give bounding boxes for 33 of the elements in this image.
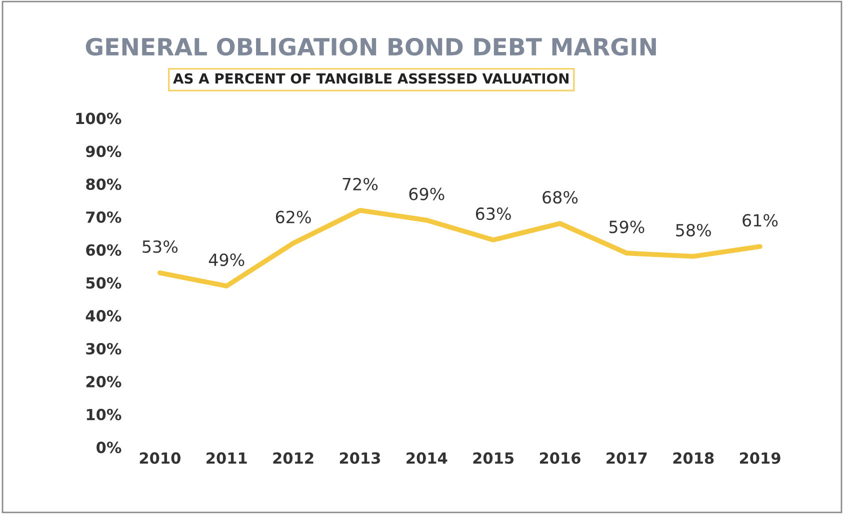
text: 49% [208, 253, 244, 266]
x-tick-label: 2015 [473, 452, 514, 464]
text: 68% [542, 190, 578, 204]
y-tick-label: 90% [86, 146, 122, 158]
text: 72% [342, 178, 378, 190]
chart-subtitle: AS A PERCENT OF TANGIBLE ASSESSED VALUATION [173, 73, 568, 84]
x-tick-label: 2017 [606, 452, 647, 464]
text: 61% [742, 214, 778, 227]
text: 63% [476, 207, 511, 220]
y-tick-label: 100% [76, 112, 122, 124]
x-tick-label: 2010 [140, 452, 180, 464]
x-tick-label: 2018 [673, 452, 714, 464]
y-tick-label: 20% [86, 376, 122, 388]
y-tick-label: 10% [86, 408, 122, 420]
x-tick-label: 2016 [540, 452, 580, 464]
y-tick-label: 30% [86, 342, 122, 355]
y-tick-label: 60% [86, 244, 122, 256]
x-tick-label: 2012 [273, 452, 314, 464]
x-tick-label: 2014 [406, 452, 448, 464]
y-tick-label: 0% [96, 442, 122, 454]
x-tick-label: 2013 [340, 452, 380, 464]
y-tick-label: 50% [86, 277, 122, 289]
y-tick-label: 80% [86, 178, 122, 190]
text: 53% [142, 240, 178, 253]
text: 59% [609, 220, 644, 234]
chart-title: GENERAL OBLIGATION BOND DEBT MARGIN [86, 38, 656, 56]
text: 58% [676, 224, 711, 236]
text: 62% [276, 210, 311, 224]
x-tick-label: 2019 [740, 452, 780, 464]
y-tick-label: 70% [86, 211, 122, 223]
text: 69% [409, 188, 444, 200]
y-tick-label: 40% [86, 310, 122, 322]
x-tick-label: 2011 [206, 452, 247, 464]
